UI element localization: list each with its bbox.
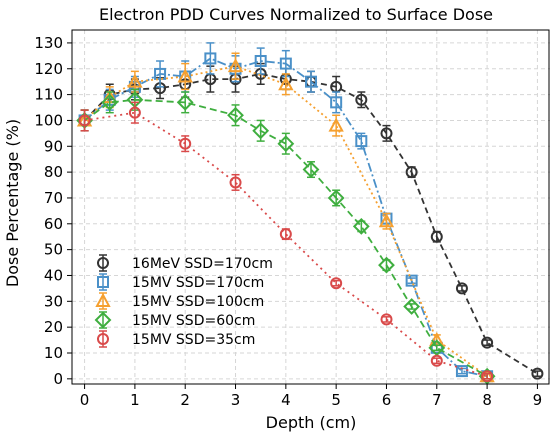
series-line — [83, 65, 488, 377]
y-tick-label: 120 — [34, 60, 63, 78]
data-point — [481, 370, 494, 383]
data-point — [176, 93, 194, 111]
legend-entry: 15MV SSD=100cm — [95, 292, 264, 310]
y-tick-label: 130 — [34, 34, 63, 52]
legend-marker — [94, 311, 112, 329]
data-point — [278, 76, 294, 91]
legend-marker — [97, 333, 109, 345]
data-point — [252, 122, 270, 140]
data-point — [380, 313, 393, 326]
data-point — [352, 217, 370, 235]
data-point — [405, 274, 418, 287]
legend-entry: 15MV SSD=35cm — [97, 330, 255, 348]
series-line — [84, 98, 488, 377]
x-tick-label: 6 — [382, 391, 392, 409]
data-point — [302, 161, 320, 178]
data-point — [127, 73, 143, 88]
legend-entry: 15MV SSD=170cm — [97, 273, 264, 291]
x-tick-label: 8 — [482, 391, 492, 409]
data-point — [327, 189, 345, 207]
chart-title: Electron PDD Curves Normalized to Surfac… — [99, 5, 493, 24]
data-point — [78, 114, 91, 127]
y-tick-label: 10 — [44, 344, 63, 362]
y-tick-label: 110 — [34, 86, 63, 104]
data-point — [330, 96, 343, 109]
series-layer — [76, 42, 544, 385]
data-point — [330, 277, 343, 290]
data-point — [380, 127, 393, 140]
data-point — [229, 176, 242, 189]
legend-marker — [97, 257, 109, 269]
data-point — [277, 135, 295, 153]
data-point — [254, 55, 267, 68]
x-tick-label: 5 — [331, 391, 341, 409]
data-point — [328, 117, 344, 132]
y-axis-label: Dose Percentage (%) — [3, 119, 22, 287]
y-tick-label: 40 — [44, 266, 63, 284]
x-tick-label: 0 — [80, 391, 90, 409]
data-point — [481, 336, 494, 349]
data-point — [101, 93, 119, 111]
legend-marker — [97, 276, 109, 288]
legend-marker — [95, 292, 111, 307]
series-5 — [78, 101, 494, 383]
y-tick-label: 70 — [44, 189, 63, 207]
data-point — [405, 166, 418, 179]
legend-label: 16MeV SSD=170cm — [132, 256, 273, 272]
data-point — [227, 58, 244, 73]
y-tick-label: 50 — [44, 241, 63, 259]
legend: 16MeV SSD=170cm 15MV SSD=170cm 15MV SSD=10… — [94, 254, 273, 348]
data-point — [154, 67, 167, 80]
data-point — [179, 137, 192, 150]
y-tick-label: 90 — [44, 137, 63, 155]
legend-label: 15MV SSD=60cm — [132, 313, 255, 329]
legend-label: 15MV SSD=170cm — [132, 275, 264, 291]
data-point — [279, 228, 292, 241]
data-point — [455, 365, 468, 378]
data-point — [128, 106, 141, 119]
legend-entry: 15MV SSD=60cm — [94, 311, 255, 329]
legend-label: 15MV SSD=35cm — [132, 332, 255, 348]
y-tick-label: 0 — [53, 370, 63, 388]
x-tick-label: 2 — [180, 391, 190, 409]
legend-entry: 16MeV SSD=170cm — [97, 254, 273, 272]
ticks: 0 1 2 3 4 5 6 7 8 9010203040506070809010011012013… — [34, 34, 542, 409]
y-tick-label: 100 — [34, 111, 63, 129]
data-point — [279, 57, 292, 70]
x-tick-label: 4 — [281, 391, 291, 409]
x-tick-label: 7 — [432, 391, 442, 409]
data-point — [177, 68, 193, 83]
series-line — [84, 111, 488, 378]
data-point — [305, 75, 317, 88]
plot-frame — [71, 29, 550, 385]
y-tick-label: 60 — [44, 215, 63, 233]
y-tick-label: 20 — [44, 318, 63, 336]
data-point — [227, 106, 244, 124]
y-tick-label: 80 — [44, 163, 63, 181]
x-tick-label: 1 — [130, 391, 140, 409]
data-point — [455, 282, 468, 295]
data-point — [378, 213, 395, 228]
x-tick-label: 9 — [533, 391, 543, 409]
data-point — [355, 93, 368, 106]
data-point — [430, 230, 443, 243]
y-tick-label: 30 — [44, 292, 63, 310]
x-axis-label: Depth (cm) — [266, 413, 357, 432]
legend-label: 15MV SSD=100cm — [132, 294, 264, 310]
data-point — [378, 256, 395, 274]
data-point — [403, 298, 421, 315]
data-point — [430, 354, 443, 367]
data-point — [204, 52, 217, 65]
data-point — [355, 135, 368, 148]
data-point — [531, 367, 544, 380]
x-tick-label: 3 — [231, 391, 241, 409]
